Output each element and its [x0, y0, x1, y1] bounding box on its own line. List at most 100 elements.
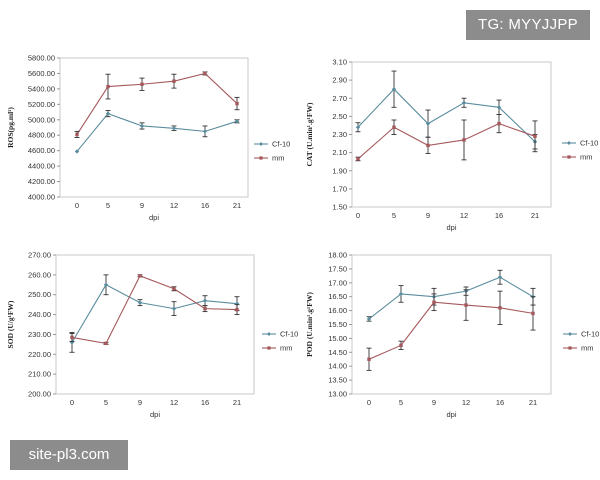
- data-point: [432, 300, 436, 304]
- data-point: [496, 105, 502, 110]
- chart-1: 5800.00 5600.00 5400.00 5200.00 5000.00 4800.…: [6, 54, 290, 223]
- y-tick-label: 1.90: [332, 166, 347, 175]
- y-tick-label: 5600.00: [28, 69, 55, 78]
- y-tick-label: 2.10: [332, 148, 347, 157]
- data-point: [234, 301, 240, 306]
- y-tick-label: 2.50: [332, 112, 347, 121]
- y-tick-label: 14.50: [328, 348, 347, 357]
- data-point: [461, 100, 467, 105]
- x-tick-label: 9: [426, 211, 430, 220]
- x-tick-label: 16: [201, 201, 209, 210]
- y-tick-label: 250.00: [28, 290, 51, 299]
- y-tick-label: 16.00: [328, 306, 347, 315]
- series-line: [76, 72, 238, 135]
- series-mm: [74, 71, 240, 138]
- legend-marker: [259, 156, 263, 160]
- x-tick-label: 21: [233, 398, 241, 407]
- y-tick-label: 5200.00: [28, 100, 55, 109]
- y-tick-label: 14.00: [328, 362, 347, 371]
- y-axis-title: CAT (U.min¹.g¹FW): [305, 102, 314, 167]
- data-point: [398, 291, 404, 297]
- watermark-top: TG: MYYJJPP: [466, 10, 590, 40]
- plot-area: [55, 254, 255, 395]
- data-point: [235, 307, 239, 312]
- x-tick-label: 21: [531, 211, 539, 220]
- data-point: [356, 157, 360, 161]
- y-tick-label: 220.00: [28, 350, 51, 359]
- data-point: [139, 123, 145, 129]
- x-tick-label: 12: [460, 211, 468, 220]
- series-line: [71, 284, 238, 343]
- x-tick-label: 12: [170, 398, 178, 407]
- legend-label: Cf-10: [272, 140, 290, 149]
- data-point: [171, 126, 177, 131]
- legend-marker: [568, 346, 572, 350]
- data-point: [105, 111, 111, 116]
- y-tick-label: 1.50: [332, 203, 347, 212]
- x-tick-label: 16: [496, 398, 504, 407]
- y-tick-label: 270.00: [28, 251, 51, 260]
- data-point: [399, 343, 403, 348]
- watermark-bottom: site-pl3.com: [10, 440, 128, 470]
- data-point: [202, 129, 208, 134]
- data-point: [533, 134, 537, 139]
- chart-3: 270.00 260.00 250.00 240.00 230.00 220.00 210.…: [6, 251, 298, 420]
- series-line: [368, 276, 534, 320]
- y-tick-label: 17.00: [328, 278, 347, 287]
- legend-marker: [267, 346, 271, 350]
- y-tick-label: 4400.00: [28, 162, 55, 171]
- x-tick-label: 9: [138, 398, 142, 407]
- data-point: [70, 335, 74, 340]
- x-tick-label: 16: [201, 398, 209, 407]
- data-point: [172, 287, 176, 291]
- data-point: [355, 125, 361, 130]
- legend-marker: [568, 332, 572, 336]
- x-tick-label: 0: [356, 211, 360, 220]
- y-tick-label: 13.00: [328, 390, 347, 399]
- legend-label: Cf-10: [581, 330, 599, 339]
- y-tick-label: 15.00: [328, 334, 347, 343]
- y-axis-title: SOD (U/g¹FW): [6, 300, 15, 348]
- y-axis-title: POD (U.min¹.g¹FW): [305, 292, 314, 357]
- data-point: [74, 149, 80, 154]
- series-line: [357, 88, 536, 143]
- x-tick-label: 5: [399, 398, 403, 407]
- y-tick-label: 4600.00: [28, 146, 55, 155]
- chart-2: 3.10 2.90 2.70 2.50 2.30 2.10 1.90 1.70 1.50 0 5 9 1…: [305, 58, 598, 233]
- data-point: [202, 298, 208, 303]
- y-tick-label: 5400.00: [28, 84, 55, 93]
- plot-area: [351, 254, 552, 395]
- x-tick-label: 21: [529, 398, 537, 407]
- data-point: [235, 101, 239, 106]
- legend-label: mm: [272, 154, 285, 163]
- x-tick-label: 12: [462, 398, 470, 407]
- data-point: [203, 306, 207, 311]
- legend-label: mm: [280, 344, 293, 353]
- x-tick-label: 5: [392, 211, 396, 220]
- data-point: [172, 79, 176, 83]
- series-mm: [355, 114, 538, 162]
- x-tick-label: 5: [106, 201, 110, 210]
- data-point: [138, 274, 142, 278]
- data-point: [391, 86, 397, 92]
- data-point: [392, 125, 396, 129]
- data-point: [366, 316, 372, 322]
- series-cf-10: [74, 110, 240, 154]
- series-line: [76, 112, 238, 152]
- data-point: [203, 71, 207, 76]
- y-tick-label: 2.70: [332, 94, 347, 103]
- data-point: [140, 82, 144, 86]
- data-point: [234, 119, 240, 124]
- y-tick-label: 5800.00: [28, 54, 55, 63]
- y-tick-label: 5000.00: [28, 115, 55, 124]
- x-tick-label: 21: [233, 201, 241, 210]
- plot-area: [351, 61, 552, 208]
- x-axis-title: dpi: [446, 410, 456, 419]
- y-tick-label: 1.70: [332, 184, 347, 193]
- data-point: [497, 275, 503, 280]
- legend-label: Cf-10: [280, 330, 298, 339]
- x-tick-label: 9: [432, 398, 436, 407]
- x-axis-title: dpi: [149, 213, 159, 222]
- data-point: [464, 303, 468, 307]
- y-tick-label: 240.00: [28, 310, 51, 319]
